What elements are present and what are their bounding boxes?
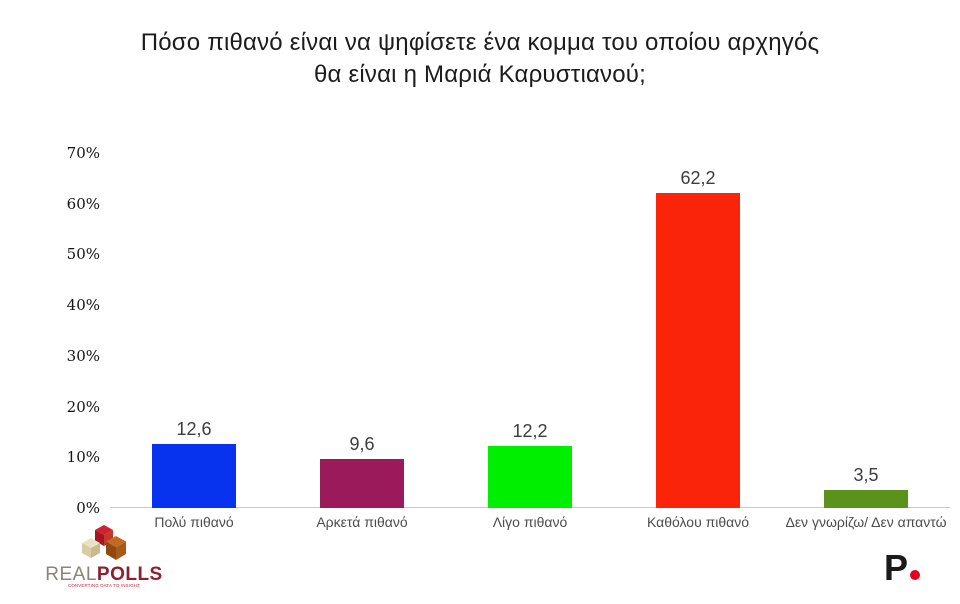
y-axis-tick-label: 20% bbox=[66, 397, 100, 416]
bar-1 bbox=[152, 444, 236, 508]
bar-2 bbox=[320, 459, 404, 508]
bar-value-label: 12,2 bbox=[512, 421, 548, 442]
x-axis-label: Πολύ πιθανό bbox=[154, 514, 234, 530]
x-axis-label: Λίγο πιθανό bbox=[492, 514, 568, 530]
realpolls-logo: REALPOLLS CONVERTING DATA TO INSIGHT bbox=[44, 524, 164, 590]
bar-value-label: 62,2 bbox=[680, 167, 716, 188]
proto-thema-logo: P bbox=[872, 548, 932, 588]
realpolls-word-real: REAL bbox=[45, 564, 97, 585]
y-axis-tick-label: 10% bbox=[66, 448, 100, 467]
y-axis-tick-label: 40% bbox=[66, 296, 100, 315]
bar-3 bbox=[488, 446, 572, 508]
bar-value-label: 9,6 bbox=[349, 434, 375, 455]
y-axis-tick-label: 50% bbox=[66, 245, 100, 264]
y-axis-tick-label: 70% bbox=[66, 144, 100, 162]
proto-red-dot-icon bbox=[910, 570, 920, 580]
bar-value-label: 3,5 bbox=[853, 465, 879, 486]
chart-title: Πόσο πιθανό είναι να ψηφίσετε ένα κομμα … bbox=[0, 27, 960, 91]
realpolls-tagline: CONVERTING DATA TO INSIGHT bbox=[68, 584, 140, 589]
x-axis-label: Αρκετά πιθανό bbox=[316, 514, 408, 530]
x-axis-label: Δεν γνωρίζω/ Δεν απαντώ bbox=[785, 514, 947, 530]
chart-title-line2: θα είναι η Μαριά Καρυστιανού; bbox=[313, 61, 646, 88]
chart-title-line1: Πόσο πιθανό είναι να ψηφίσετε ένα κομμα … bbox=[140, 29, 820, 56]
y-axis-tick-label: 0% bbox=[76, 499, 100, 517]
bar-5 bbox=[824, 490, 908, 508]
x-axis-label: Καθόλου πιθανό bbox=[646, 514, 750, 530]
y-axis-tick-label: 60% bbox=[66, 194, 100, 213]
y-axis-tick-label: 30% bbox=[66, 346, 100, 365]
realpolls-cubes-icon bbox=[82, 525, 126, 560]
realpolls-word-polls: POLLS bbox=[96, 564, 163, 585]
proto-letter: P bbox=[883, 547, 908, 588]
bar-4 bbox=[656, 192, 740, 508]
realpolls-wordmark: REALPOLLS bbox=[44, 564, 164, 585]
bar-value-label: 12,6 bbox=[176, 419, 212, 440]
